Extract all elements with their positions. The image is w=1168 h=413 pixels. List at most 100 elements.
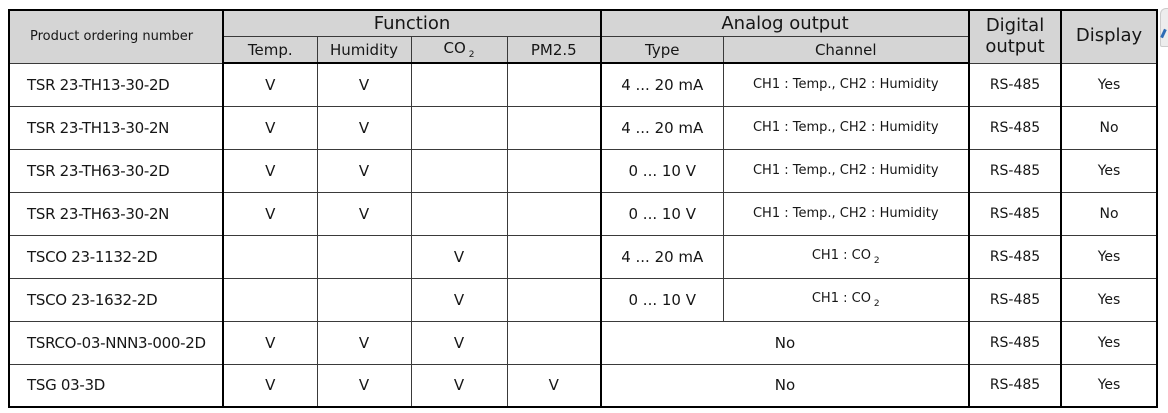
cell-product-name: TSR 23-TH13-30-2D [8,62,224,107]
cell-display: Yes [1060,234,1158,279]
cell-product-name: TSR 23-TH13-30-2N [8,105,224,150]
cell-product-name: TSG 03-3D [8,363,224,408]
header-type: Type [600,36,724,64]
header-product-ordering-number: Product ordering number [8,9,224,64]
cell-digital-output: RS-485 [968,148,1063,193]
cell-temp-check: V [222,320,318,365]
cell-analog-type: 4 ... 20 mA [600,105,724,150]
cell-co2-check [410,105,508,150]
cell-analog-merged: No [600,320,971,365]
cell-humidity-check: V [316,148,412,193]
header-pm25: PM2.5 [506,36,602,64]
co2-subscript: 2 [468,50,475,60]
cell-pm25-check [506,277,602,322]
cell-co2-check: V [410,277,508,322]
cell-co2-check [410,191,508,236]
cell-display: Yes [1060,62,1158,107]
table-row: TSCO 23-1632-2D V 0 ... 10 V CH1 : CO 2 R… [8,277,1158,322]
table-body: TSR 23-TH13-30-2D V V 4 ... 20 mA CH1 : … [8,62,1158,408]
cell-humidity-check: V [316,363,412,408]
cell-co2-check: V [410,363,508,408]
cell-humidity-check [316,277,412,322]
table-row: TSCO 23-1132-2D V 4 ... 20 mA CH1 : CO 2 … [8,234,1158,279]
cell-pm25-check [506,320,602,365]
cell-pm25-check [506,234,602,279]
table-row: TSRCO-03-NNN3-000-2D V V V No RS-485 Yes [8,320,1158,365]
cell-display: Yes [1060,320,1158,365]
cell-analog-type: 4 ... 20 mA [600,234,724,279]
cell-display: Yes [1060,363,1158,408]
cell-pm25-check [506,191,602,236]
cell-temp-check [222,234,318,279]
cell-digital-output: RS-485 [968,191,1063,236]
cell-display: No [1060,191,1158,236]
cell-temp-check: V [222,148,318,193]
cell-analog-type: 0 ... 10 V [600,191,724,236]
header-function-group: Function [222,9,602,37]
cell-analog-channel: CH1 : Temp., CH2 : Humidity [722,148,971,193]
cell-display: Yes [1060,277,1158,322]
cell-co2-check: V [410,234,508,279]
product-specification-table: Product ordering number Function Analog … [8,9,1159,408]
cell-product-name: TSR 23-TH63-30-2N [8,191,224,236]
cell-humidity-check [316,234,412,279]
table-row: TSR 23-TH13-30-2D V V 4 ... 20 mA CH1 : … [8,62,1158,107]
header-temp: Temp. [222,36,318,64]
cell-analog-channel: CH1 : Temp., CH2 : Humidity [722,191,971,236]
cell-digital-output: RS-485 [968,105,1063,150]
cell-temp-check [222,277,318,322]
cell-analog-merged: No [600,363,971,408]
table-row: TSR 23-TH63-30-2D V V 0 ... 10 V CH1 : T… [8,148,1158,193]
cell-humidity-check: V [316,105,412,150]
cell-pm25-check [506,62,602,107]
cell-display: No [1060,105,1158,150]
header-analog-output-group: Analog output [600,9,971,37]
header-display: Display [1060,9,1158,64]
cell-pm25-check [506,105,602,150]
cell-digital-output: RS-485 [968,62,1063,107]
cell-co2-check: V [410,320,508,365]
cell-analog-channel: CH1 : Temp., CH2 : Humidity [722,62,971,107]
cell-analog-type: 0 ... 10 V [600,277,724,322]
channel-co2-subscript: 2 [873,255,880,266]
cutoff-adjacent-element [1160,8,1168,47]
cell-co2-check [410,62,508,107]
cell-pm25-check: V [506,363,602,408]
cell-humidity-check: V [316,62,412,107]
cell-pm25-check [506,148,602,193]
cell-temp-check: V [222,62,318,107]
table-row: TSR 23-TH63-30-2N V V 0 ... 10 V CH1 : T… [8,191,1158,236]
cell-digital-output: RS-485 [968,234,1063,279]
cell-product-name: TSR 23-TH63-30-2D [8,148,224,193]
cell-digital-output: RS-485 [968,277,1063,322]
cell-product-name: TSRCO-03-NNN3-000-2D [8,320,224,365]
header-channel: Channel [722,36,971,64]
cell-analog-type: 0 ... 10 V [600,148,724,193]
cutoff-blue-mark [1160,28,1167,39]
cell-analog-type: 4 ... 20 mA [600,62,724,107]
cell-temp-check: V [222,191,318,236]
header-humidity: Humidity [316,36,412,64]
channel-label: CH1 : CO [811,290,871,306]
table-row: TSR 23-TH13-30-2N V V 4 ... 20 mA CH1 : … [8,105,1158,150]
cell-analog-channel: CH1 : CO 2 [722,234,971,279]
cell-temp-check: V [222,105,318,150]
cell-digital-output: RS-485 [968,320,1063,365]
table-row: TSG 03-3D V V V V No RS-485 Yes [8,363,1158,408]
cell-humidity-check: V [316,191,412,236]
cell-humidity-check: V [316,320,412,365]
cell-temp-check: V [222,363,318,408]
cell-digital-output: RS-485 [968,363,1063,408]
cell-product-name: TSCO 23-1132-2D [8,234,224,279]
table-header: Product ordering number Function Analog … [8,9,1158,64]
cell-analog-channel: CH1 : CO 2 [722,277,971,322]
header-row-groups: Product ordering number Function Analog … [8,9,1158,64]
cell-analog-channel: CH1 : Temp., CH2 : Humidity [722,105,971,150]
channel-co2-subscript: 2 [873,298,880,309]
co2-label: CO [443,39,466,57]
header-row-subcolumns: Temp. Humidity CO 2 PM2.5 Type Channel [9,36,1157,64]
header-co2: CO 2 [410,36,508,64]
header-digital-output: Digital output [968,9,1063,64]
cell-display: Yes [1060,148,1158,193]
